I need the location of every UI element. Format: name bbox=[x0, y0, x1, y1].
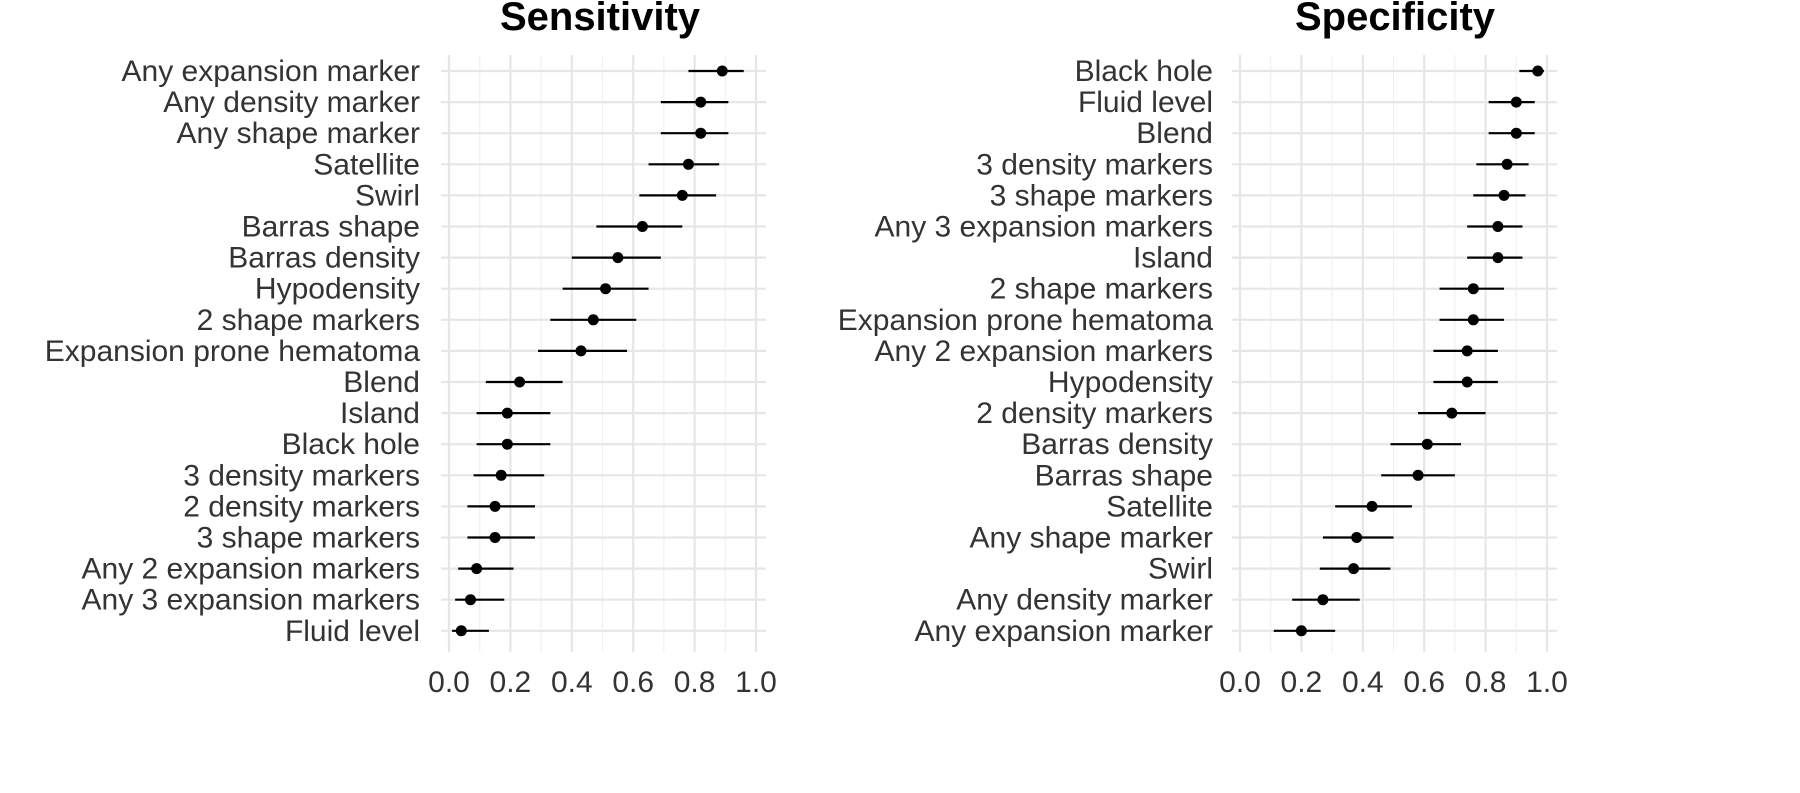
point-estimate bbox=[587, 314, 599, 326]
category-label: Any density marker bbox=[163, 86, 420, 119]
x-tick-label: 0.6 bbox=[612, 666, 654, 699]
point-estimate bbox=[716, 65, 728, 77]
category-label: Island bbox=[1133, 242, 1213, 275]
specificity-panel: Specificity 0.0 0.2 0.4 0.6 0.8 1.0 Black holeF… bbox=[838, 0, 1568, 699]
point-estimate bbox=[1467, 314, 1479, 326]
point-estimate bbox=[501, 438, 513, 450]
point-estimate bbox=[1351, 532, 1363, 543]
x-tick-label: 0.0 bbox=[428, 666, 470, 699]
point-estimate bbox=[575, 345, 587, 357]
category-label: Barras density bbox=[1021, 428, 1213, 461]
category-label: Black hole bbox=[1075, 55, 1213, 88]
point-estimate bbox=[1461, 376, 1473, 388]
category-label: Fluid level bbox=[1078, 86, 1213, 119]
point-estimate bbox=[636, 221, 648, 232]
panel-title: Sensitivity bbox=[500, 0, 701, 39]
point-estimate bbox=[1501, 158, 1513, 170]
category-label: 3 density markers bbox=[976, 148, 1213, 181]
point-estimate bbox=[501, 407, 513, 419]
x-tick-label: 0.2 bbox=[1281, 666, 1323, 699]
category-label: Swirl bbox=[1148, 553, 1213, 586]
category-label: Hypodensity bbox=[255, 273, 420, 306]
category-label: Island bbox=[340, 397, 420, 430]
category-label: Swirl bbox=[355, 179, 420, 212]
point-estimate bbox=[676, 189, 688, 201]
category-label: Barras shape bbox=[242, 211, 420, 244]
category-label: Any 3 expansion markers bbox=[82, 584, 421, 617]
point-estimate bbox=[612, 252, 624, 264]
category-label: 2 density markers bbox=[976, 397, 1213, 430]
point-estimate bbox=[464, 594, 476, 606]
category-label: 2 shape markers bbox=[197, 304, 420, 337]
point-estimate bbox=[1510, 127, 1522, 139]
point-estimate bbox=[682, 158, 694, 170]
point-estimate bbox=[489, 500, 501, 512]
point-estimate bbox=[695, 96, 707, 108]
x-tick-label: 0.6 bbox=[1403, 666, 1445, 699]
point-estimate bbox=[489, 532, 501, 543]
point-estimate bbox=[1366, 500, 1378, 512]
point-estimate bbox=[455, 625, 467, 637]
category-label: 3 density markers bbox=[183, 459, 420, 492]
category-label: 3 shape markers bbox=[990, 179, 1213, 212]
category-label: Blend bbox=[1136, 117, 1213, 150]
category-label: Any expansion marker bbox=[915, 615, 1213, 648]
category-label: Satellite bbox=[313, 148, 420, 181]
x-tick-label: 1.0 bbox=[1526, 666, 1568, 699]
category-label: Barras density bbox=[228, 242, 420, 275]
point-estimate bbox=[1532, 65, 1544, 77]
category-label: Barras shape bbox=[1035, 459, 1213, 492]
point-estimate bbox=[1510, 96, 1522, 108]
x-tick-label: 0.8 bbox=[1465, 666, 1507, 699]
point-estimate bbox=[1492, 252, 1504, 264]
point-estimate bbox=[1412, 469, 1424, 481]
category-label: Expansion prone hematoma bbox=[838, 304, 1214, 337]
x-tick-label: 0.0 bbox=[1219, 666, 1261, 699]
x-tick-label: 1.0 bbox=[735, 666, 777, 699]
category-label: Satellite bbox=[1106, 490, 1213, 523]
point-estimate bbox=[471, 563, 483, 575]
sensitivity-panel: Sensitivity 0.0 0.2 0.4 0.6 0.8 1.0 Any expansi… bbox=[45, 0, 777, 699]
category-label: Any 3 expansion markers bbox=[875, 211, 1214, 244]
category-label: Black hole bbox=[282, 428, 420, 461]
point-estimate bbox=[1317, 594, 1329, 606]
point-estimate bbox=[1421, 438, 1433, 450]
category-label: 2 shape markers bbox=[990, 273, 1213, 306]
point-estimate bbox=[495, 469, 507, 481]
point-estimate bbox=[514, 376, 526, 388]
category-label: Any 2 expansion markers bbox=[875, 335, 1214, 368]
category-label: Hypodensity bbox=[1048, 366, 1213, 399]
x-tick-label: 0.4 bbox=[1342, 666, 1384, 699]
point-estimate bbox=[695, 127, 707, 139]
point-estimate bbox=[1498, 189, 1510, 201]
category-label: Expansion prone hematoma bbox=[45, 335, 421, 368]
point-estimate bbox=[1461, 345, 1473, 357]
category-label: Blend bbox=[343, 366, 420, 399]
category-label: Any 2 expansion markers bbox=[82, 553, 421, 586]
category-label: Any expansion marker bbox=[122, 55, 420, 88]
category-label: 3 shape markers bbox=[197, 522, 420, 555]
category-label: Any density marker bbox=[956, 584, 1213, 617]
x-tick-label: 0.8 bbox=[674, 666, 716, 699]
category-label: Fluid level bbox=[285, 615, 420, 648]
category-label: 2 density markers bbox=[183, 490, 420, 523]
point-estimate bbox=[1446, 407, 1458, 419]
point-estimate bbox=[1295, 625, 1307, 637]
point-estimate bbox=[600, 283, 612, 295]
point-estimate bbox=[1348, 563, 1360, 575]
category-label: Any shape marker bbox=[177, 117, 420, 150]
x-tick-label: 0.2 bbox=[490, 666, 532, 699]
x-tick-label: 0.4 bbox=[551, 666, 593, 699]
point-estimate bbox=[1492, 221, 1504, 232]
category-label: Any shape marker bbox=[970, 522, 1213, 555]
panel-title: Specificity bbox=[1295, 0, 1496, 39]
point-estimate bbox=[1467, 283, 1479, 295]
